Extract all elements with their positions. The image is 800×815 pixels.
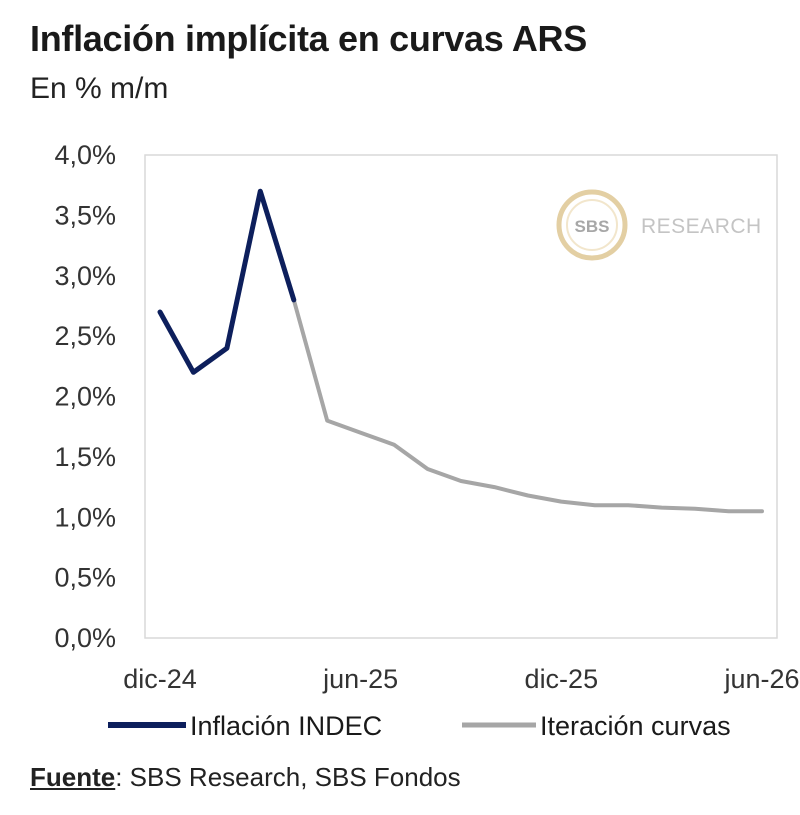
series-line-inflaci-n-indec (157, 188, 297, 375)
y-tick-label: 4,0% (54, 140, 116, 170)
y-axis-ticks: 0,0% 0,5% 1,0% 1,5% 2,0% 2,5% 3,0% 3,5% 4,0% (54, 140, 116, 653)
y-tick-label: 2,5% (54, 321, 116, 351)
legend-label-inflacion-indec: Inflación INDEC (190, 711, 382, 741)
y-tick-label: 0,5% (54, 563, 116, 593)
y-tick-label: 2,0% (54, 382, 116, 412)
chart-subtitle: En % m/m (30, 72, 169, 105)
series-lines (157, 188, 764, 514)
source-text: : SBS Research, SBS Fondos (115, 762, 461, 792)
sbs-logo-text: SBS (575, 217, 610, 236)
sbs-logo-inner (566, 199, 618, 251)
x-tick-label: jun-25 (322, 664, 398, 694)
x-tick-label: jun-26 (723, 664, 799, 694)
series-line-iteraci-n-curvas (291, 297, 764, 514)
source-note: Fuente: SBS Research, SBS Fondos (30, 762, 461, 793)
research-watermark-text: RESEARCH (641, 215, 762, 238)
y-tick-label: 0,0% (54, 623, 116, 653)
x-tick-label: dic-25 (525, 664, 599, 694)
legend-label-iteracion-curvas: Iteración curvas (540, 711, 731, 741)
line-chart: 0,0% 0,5% 1,0% 1,5% 2,0% 2,5% 3,0% 3,5% 4,0% dic… (54, 140, 799, 741)
x-axis-ticks: dic-24 jun-25 dic-25 jun-26 (123, 664, 799, 694)
source-label: Fuente (30, 762, 116, 792)
legend: Inflación INDEC Iteración curvas (108, 711, 731, 741)
x-tick-label: dic-24 (123, 664, 197, 694)
y-tick-label: 1,5% (54, 442, 116, 472)
sbs-research-watermark: SBS RESEARCH (556, 189, 762, 261)
plot-frame (144, 154, 778, 639)
y-tick-label: 3,5% (54, 200, 116, 230)
chart-title: Inflación implícita en curvas ARS (30, 18, 587, 59)
y-tick-label: 1,0% (54, 502, 116, 532)
y-tick-label: 3,0% (54, 261, 116, 291)
